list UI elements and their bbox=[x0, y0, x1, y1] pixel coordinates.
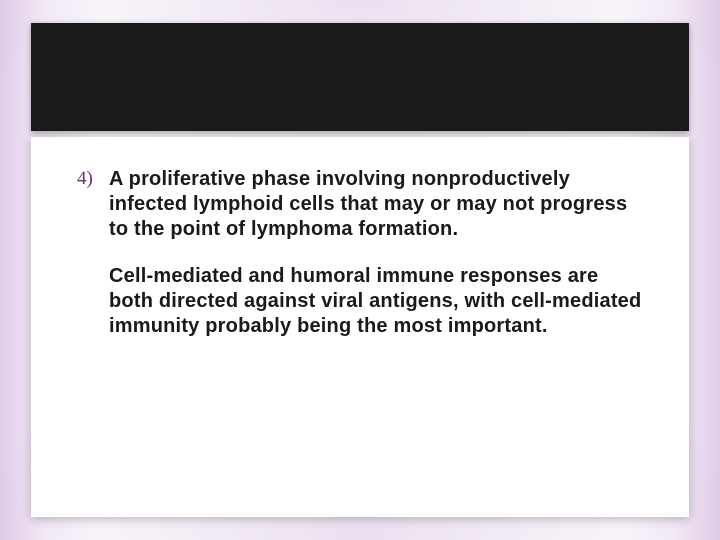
paragraph: A proliferative phase involving nonprodu… bbox=[109, 167, 643, 242]
list-item: 4) A proliferative phase involving nonpr… bbox=[77, 167, 643, 242]
paragraph: Cell-mediated and humoral immune respons… bbox=[109, 264, 643, 339]
title-band bbox=[31, 23, 689, 131]
list-item-body: A proliferative phase involving nonprodu… bbox=[109, 167, 643, 242]
slide: 4) A proliferative phase involving nonpr… bbox=[0, 0, 720, 540]
body-list: 4) A proliferative phase involving nonpr… bbox=[77, 167, 643, 339]
list-item: Cell-mediated and humoral immune respons… bbox=[77, 264, 643, 339]
list-marker: 4) bbox=[77, 167, 109, 191]
list-item-body: Cell-mediated and humoral immune respons… bbox=[109, 264, 643, 339]
content-card: 4) A proliferative phase involving nonpr… bbox=[31, 137, 689, 517]
